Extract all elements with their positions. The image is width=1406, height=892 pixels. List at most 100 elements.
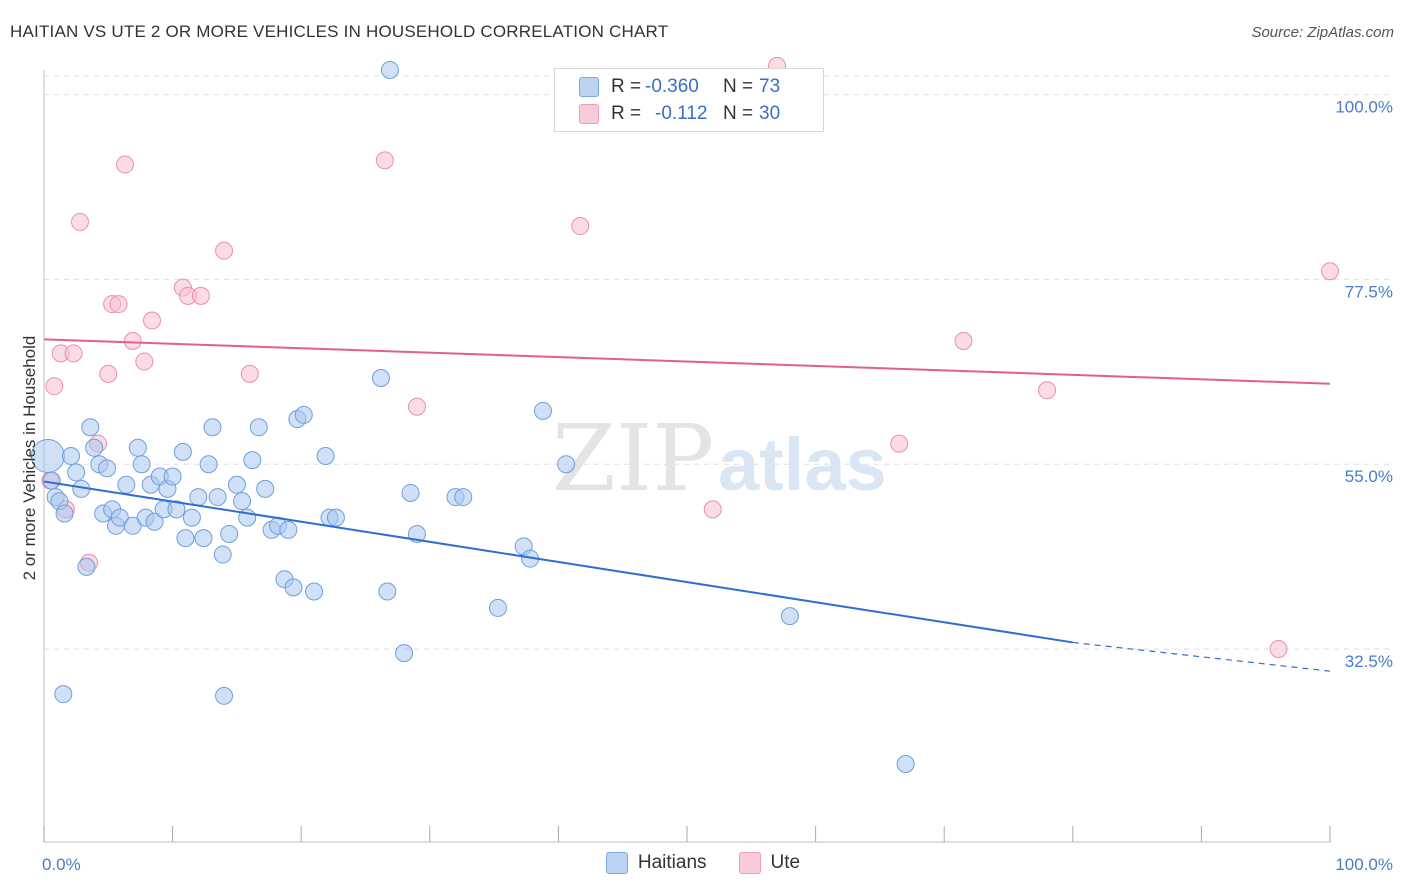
- ute-point: [954, 332, 973, 351]
- legend-r-value: -0.360: [645, 76, 699, 97]
- haitian-point: [533, 401, 552, 420]
- haitian-point: [182, 508, 201, 527]
- ute-point: [890, 434, 909, 453]
- haitians-swatch: [579, 77, 599, 97]
- legend-n-value: 73: [759, 76, 781, 97]
- x-tick-label-max: 100.0%: [1335, 855, 1393, 874]
- ute-point: [109, 295, 128, 314]
- haitian-point: [167, 500, 186, 519]
- haitian-point: [243, 451, 262, 470]
- haitian-point: [371, 368, 390, 387]
- haitian-point: [215, 686, 234, 705]
- ute-point: [135, 352, 154, 371]
- haitian-point: [123, 516, 142, 535]
- y-tick-label: 77.5%: [1345, 282, 1393, 301]
- haitian-point: [85, 438, 104, 457]
- haitian-point: [896, 754, 915, 773]
- x-tick-label-min: 0.0%: [42, 855, 81, 874]
- haitian-point: [316, 447, 335, 465]
- haitian-point: [67, 463, 86, 482]
- legend-label-haitians: Haitians: [637, 852, 707, 873]
- haitian-point: [454, 488, 473, 507]
- haitian-point: [163, 467, 182, 486]
- legend-n-label: N =: [723, 76, 754, 97]
- haitian-point: [284, 578, 303, 597]
- ute-point: [123, 332, 142, 351]
- haitian-point: [176, 529, 195, 548]
- legend-r-value: -0.112: [655, 103, 708, 124]
- haitian-point: [55, 504, 74, 523]
- ute-point: [143, 311, 162, 330]
- ute-point: [45, 377, 64, 396]
- haitian-point: [173, 442, 192, 461]
- chart-title: HAITIAN VS UTE 2 OR MORE VEHICLES IN HOU…: [10, 22, 669, 41]
- legend-item-ute: Ute: [738, 852, 801, 874]
- ute-point: [1269, 640, 1288, 658]
- haitian-point: [557, 455, 576, 474]
- haitian-point: [279, 520, 298, 539]
- haitian-point: [199, 455, 218, 474]
- haitian-point: [780, 607, 799, 626]
- haitians-swatch: [605, 852, 628, 874]
- legend-n-label: N =: [723, 103, 754, 124]
- watermark: ZIP atlas: [552, 405, 887, 512]
- haitian-point: [77, 557, 96, 576]
- ute-point: [703, 500, 722, 519]
- tick-labels: 32.5% 55.0% 77.5% 100.0% 0.0% 100.0%: [42, 98, 1393, 874]
- haitian-point: [194, 529, 213, 548]
- haitians-trend-line: [43, 480, 1073, 644]
- ute-point: [99, 364, 118, 383]
- haitian-point: [294, 405, 313, 424]
- ute-point: [116, 155, 135, 174]
- legend-row-haitians: R = -0.360 N = 73: [579, 76, 780, 98]
- ute-point: [407, 397, 426, 416]
- haitian-point: [256, 479, 275, 498]
- haitian-point: [42, 471, 61, 490]
- haitian-point: [208, 488, 227, 507]
- series-legend: Haitians Ute: [0, 852, 1406, 874]
- legend-r-label: R =: [611, 103, 642, 124]
- ute-points: [41, 56, 1339, 658]
- haitian-point: [132, 455, 151, 474]
- haitian-point: [220, 525, 239, 544]
- haitian-point: [488, 598, 507, 617]
- haitian-point: [128, 438, 147, 457]
- haitians-trend-extension: [1072, 641, 1331, 672]
- source-label: Source: ZipAtlas.com: [1251, 24, 1394, 41]
- ute-point: [71, 212, 90, 231]
- ute-swatch: [738, 852, 761, 874]
- trend-lines: [43, 338, 1331, 672]
- haitian-point: [117, 475, 136, 494]
- ute-trend-line: [43, 338, 1331, 385]
- y-tick-label: 32.5%: [1345, 652, 1393, 671]
- haitian-point: [305, 582, 324, 601]
- haitian-point: [395, 644, 414, 663]
- haitian-point: [98, 459, 117, 478]
- haitian-point: [249, 418, 268, 437]
- ute-point: [1321, 262, 1339, 281]
- haitian-point: [401, 483, 420, 502]
- watermark-atlas: atlas: [718, 423, 887, 506]
- haitian-point: [233, 492, 252, 511]
- y-axis-label: 2 or more Vehicles in Household: [20, 336, 39, 581]
- ute-point: [240, 364, 259, 383]
- haitian-point: [189, 488, 208, 507]
- haitian-point: [227, 475, 246, 494]
- haitian-point: [62, 447, 81, 465]
- ute-point: [571, 217, 590, 236]
- haitian-points: [30, 61, 915, 773]
- haitian-point: [81, 418, 100, 437]
- ute-point: [375, 151, 394, 170]
- y-tick-label: 55.0%: [1345, 467, 1393, 486]
- legend-label-ute: Ute: [770, 852, 801, 873]
- haitian-point: [380, 61, 399, 79]
- haitian-point: [54, 685, 73, 704]
- ute-point: [1038, 381, 1057, 400]
- ute-point: [191, 286, 210, 305]
- watermark-zip: ZIP: [552, 405, 714, 512]
- legend-r-label: R =: [611, 76, 642, 97]
- haitian-point: [326, 508, 345, 527]
- legend-item-haitians: Haitians: [605, 852, 707, 874]
- stats-legend: R = -0.360 N = 73 R = -0.112 N = 30: [554, 68, 824, 132]
